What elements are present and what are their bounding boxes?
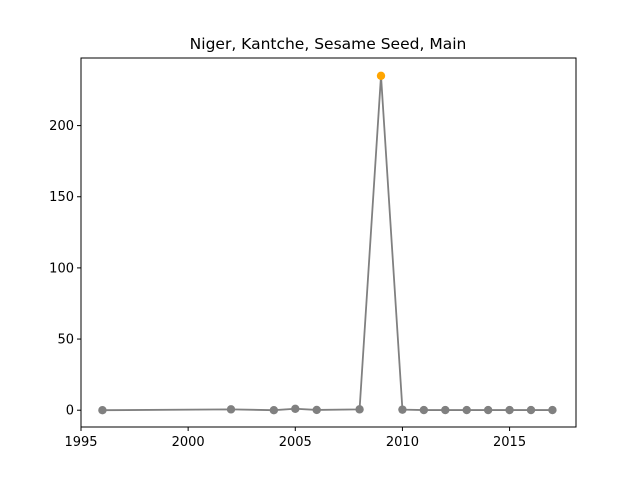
data-point xyxy=(526,405,536,415)
data-point xyxy=(355,405,364,414)
data-point xyxy=(419,405,429,415)
y-axis: 0 50 100 150 200 xyxy=(49,119,81,419)
highlight-point xyxy=(376,71,386,80)
y-tick-label: 150 xyxy=(49,190,74,205)
y-tick-label: 200 xyxy=(49,119,74,134)
data-point xyxy=(312,405,321,415)
data-point xyxy=(226,405,236,414)
data-point xyxy=(269,406,279,415)
data-point xyxy=(483,405,493,415)
x-axis: 1995 2000 2005 2010 2015 xyxy=(64,427,526,450)
x-tick-label: 2010 xyxy=(386,435,419,450)
data-point xyxy=(441,405,450,415)
y-tick-label: 100 xyxy=(49,261,74,276)
x-tick-label: 2000 xyxy=(172,435,205,450)
data-point xyxy=(462,405,471,415)
y-tick-label: 50 xyxy=(57,333,74,348)
data-point xyxy=(505,405,514,415)
x-tick-label: 1995 xyxy=(64,435,97,450)
chart-title: Niger, Kantche, Sesame Seed, Main xyxy=(190,35,467,53)
data-point xyxy=(548,405,557,415)
x-tick-label: 2015 xyxy=(493,435,526,450)
series-layer xyxy=(98,71,557,415)
data-point xyxy=(98,406,107,415)
plot-frame xyxy=(80,57,577,428)
y-tick-label: 0 xyxy=(66,404,74,419)
data-point xyxy=(291,404,300,413)
x-tick-label: 2005 xyxy=(279,435,312,450)
data-point xyxy=(398,405,407,414)
